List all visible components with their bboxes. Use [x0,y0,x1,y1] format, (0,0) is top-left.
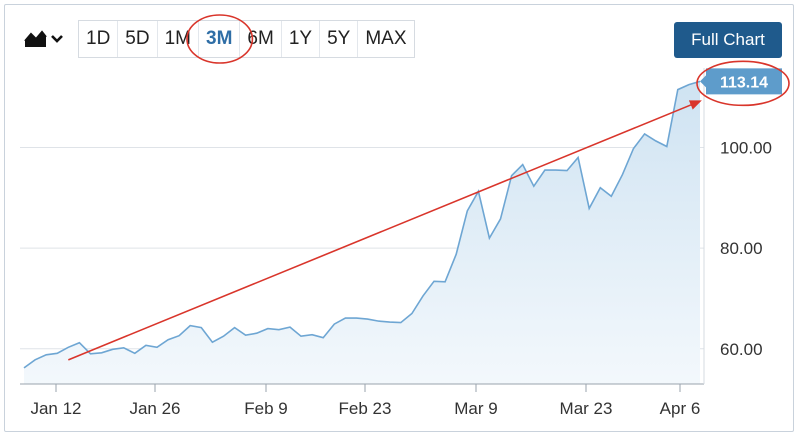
price-badge-pointer [700,75,706,88]
x-tick-label: Jan 26 [129,399,180,418]
range-button-1d[interactable]: 1D [79,21,119,57]
y-tick-label: 60.00 [720,340,763,359]
x-tick-label: Apr 6 [660,399,701,418]
chart-toolbar: 1D 5D 1M 3M 6M 1Y 5Y MAX [18,20,415,58]
y-tick-label: 100.00 [720,138,772,157]
full-chart-button[interactable]: Full Chart [674,22,782,58]
x-axis: Jan 12 Jan 26 Feb 9 Feb 23 Mar 9 Mar 23 Apr 6 [20,383,704,418]
range-button-5y[interactable]: 5Y [320,21,359,57]
x-tick-label: Jan 12 [30,399,81,418]
x-tick-label: Mar 23 [560,399,613,418]
last-price-label: 113.14 [720,74,768,91]
annotations: 113.14 [68,14,790,361]
range-button-max[interactable]: MAX [358,21,414,57]
y-tick-label: 80.00 [720,239,763,258]
range-button-1y[interactable]: 1Y [281,21,321,57]
last-price-badge [706,68,782,95]
x-tick-label: Feb 23 [339,399,392,418]
y-axis: 60.00 80.00 100.00 [703,68,772,384]
range-circle-annotation [186,14,254,64]
price-area [24,81,700,385]
x-tick-label: Feb 9 [244,399,287,418]
x-tick-label: Mar 9 [454,399,497,418]
price-line [23,80,701,369]
chevron-down-icon [51,35,63,43]
range-selector: 1D 5D 1M 3M 6M 1Y 5Y MAX [78,20,415,58]
trend-arrow [68,100,702,361]
chart-type-selector[interactable] [18,20,78,58]
range-button-3m[interactable]: 3M [199,21,241,57]
area-chart-icon [24,30,47,47]
price-circle-annotation [696,60,790,107]
range-button-5d[interactable]: 5D [118,21,158,57]
